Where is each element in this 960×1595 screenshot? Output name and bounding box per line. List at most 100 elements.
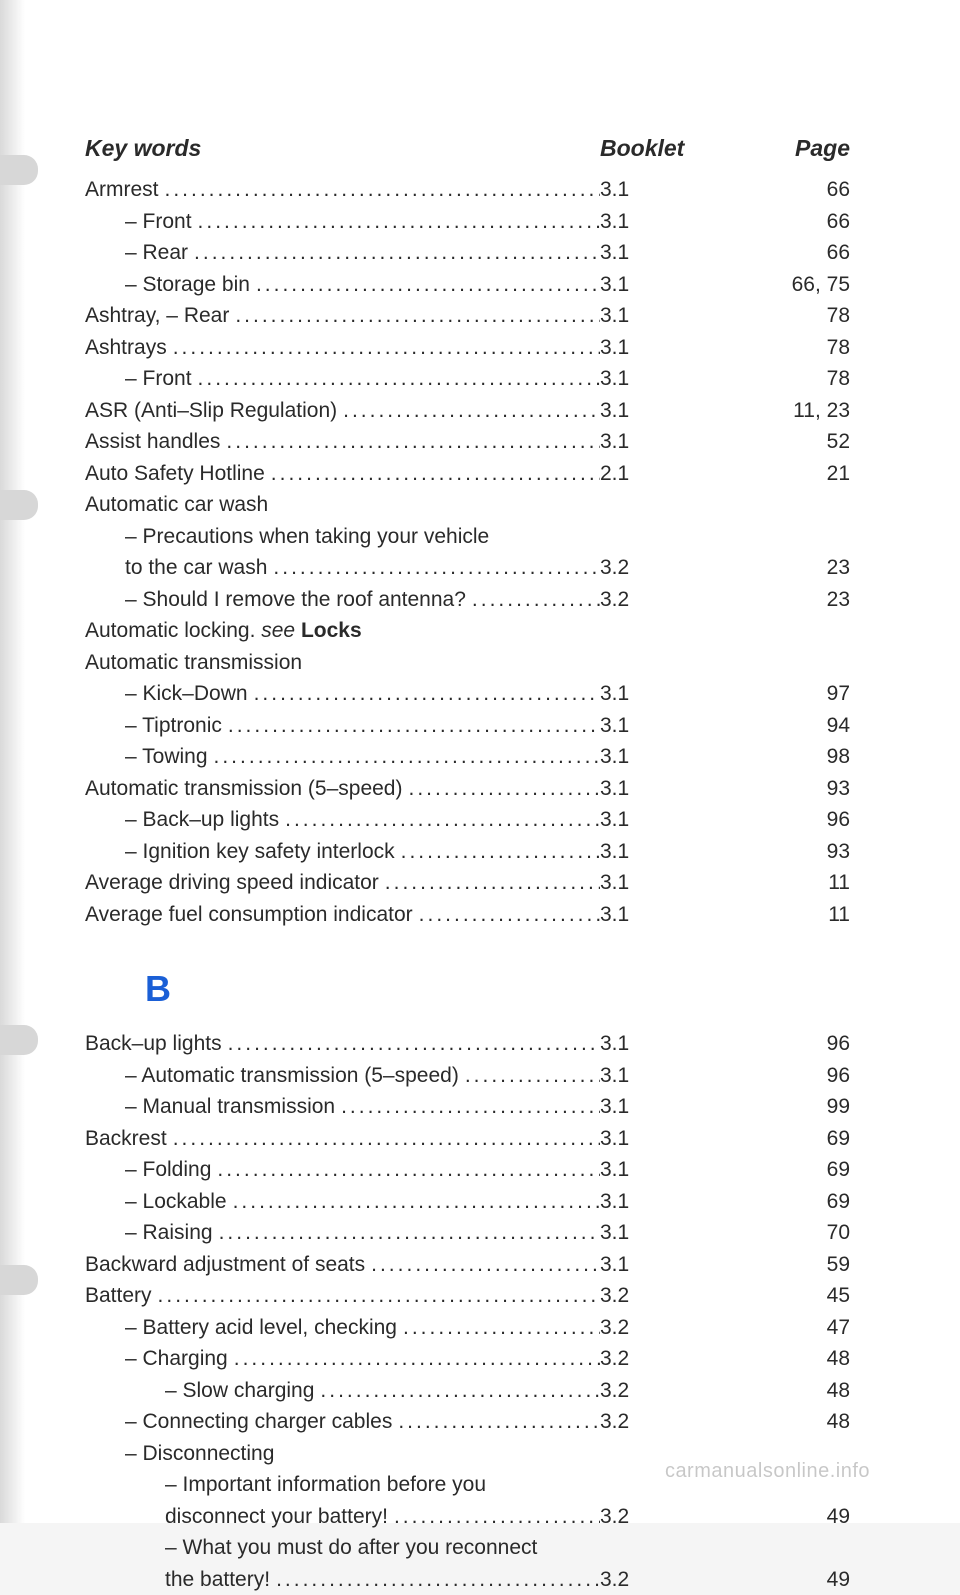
dot-leader — [388, 1501, 600, 1533]
entry-page: 66 — [730, 237, 850, 269]
dot-leader — [402, 773, 600, 805]
dot-leader — [466, 584, 600, 616]
entry-term: Ashtray, – Rear — [85, 300, 229, 332]
entry-page: 45 — [730, 1280, 850, 1312]
index-entry: Ashtrays3.178 — [85, 332, 850, 364]
entry-term: Auto Safety Hotline — [85, 458, 265, 490]
entry-booklet: 3.1 — [600, 678, 730, 710]
entry-page: 93 — [730, 773, 850, 805]
entry-term: Automatic transmission (5–speed) — [85, 773, 402, 805]
index-entry: to the car wash3.223 — [85, 552, 850, 584]
header-keywords: Key words — [85, 135, 600, 162]
dot-leader — [222, 1028, 600, 1060]
index-entry: – Kick–Down3.197 — [85, 678, 850, 710]
header-page: Page — [730, 135, 850, 162]
header-booklet: Booklet — [600, 135, 730, 162]
entry-page: 66, 75 — [730, 269, 850, 301]
entry-page: 47 — [730, 1312, 850, 1344]
index-entry: – Back–up lights 3.196 — [85, 804, 850, 836]
entry-page: 78 — [730, 300, 850, 332]
entry-page: 94 — [730, 710, 850, 742]
dot-leader — [188, 237, 600, 269]
index-entry: Ashtray, – Rear3.178 — [85, 300, 850, 332]
entry-term: Automatic locking. see Locks — [85, 615, 362, 647]
entry-page: 48 — [730, 1343, 850, 1375]
dot-leader — [337, 395, 600, 427]
index-list-a: Armrest3.166– Front3.166– Rear3.166– Sto… — [85, 174, 850, 930]
entry-booklet: 3.1 — [600, 773, 730, 805]
entry-term: – Back–up lights — [85, 804, 279, 836]
index-entry: – Manual transmission3.199 — [85, 1091, 850, 1123]
entry-booklet: 3.1 — [600, 426, 730, 458]
entry-booklet: 3.1 — [600, 395, 730, 427]
entry-booklet: 3.1 — [600, 710, 730, 742]
entry-page: 96 — [730, 804, 850, 836]
entry-page: 66 — [730, 206, 850, 238]
entry-term: – Charging — [85, 1343, 228, 1375]
thumb-tab — [0, 1265, 38, 1295]
index-entry: – Automatic transmission (5–speed)3.196 — [85, 1060, 850, 1092]
entry-term: – Disconnecting — [85, 1438, 274, 1470]
entry-term: disconnect your battery! — [85, 1501, 388, 1533]
entry-booklet: 3.1 — [600, 269, 730, 301]
entry-term: – Lockable — [85, 1186, 227, 1218]
entry-booklet: 3.1 — [600, 206, 730, 238]
entry-page: 96 — [730, 1060, 850, 1092]
entry-page: 97 — [730, 678, 850, 710]
index-page: Key words Booklet Page Armrest3.166– Fro… — [0, 0, 960, 1523]
entry-booklet: 3.1 — [600, 1028, 730, 1060]
dot-leader — [192, 206, 600, 238]
entry-term: Average driving speed indicator — [85, 867, 379, 899]
dot-leader — [392, 1406, 600, 1438]
entry-booklet: 3.2 — [600, 1564, 730, 1595]
entry-page: 98 — [730, 741, 850, 773]
entry-page: 48 — [730, 1406, 850, 1438]
index-entry: – Tiptronic3.194 — [85, 710, 850, 742]
index-entry: Auto Safety Hotline2.121 — [85, 458, 850, 490]
entry-term: Automatic car wash — [85, 489, 268, 521]
entry-booklet: 3.1 — [600, 899, 730, 931]
index-entry: Automatic car wash — [85, 489, 850, 521]
dot-leader — [250, 269, 600, 301]
thumb-tab — [0, 1025, 38, 1055]
index-entry: – Raising3.170 — [85, 1217, 850, 1249]
entry-page: 93 — [730, 836, 850, 868]
index-entry: Automatic locking. see Locks — [85, 615, 850, 647]
entry-booklet: 3.1 — [600, 1060, 730, 1092]
dot-leader — [279, 804, 600, 836]
entry-booklet: 3.1 — [600, 332, 730, 364]
dot-leader — [167, 1123, 600, 1155]
entry-term: – Important information before you — [85, 1469, 486, 1501]
entry-page: 66 — [730, 174, 850, 206]
thumb-tab — [0, 155, 38, 185]
entry-booklet: 3.2 — [600, 552, 730, 584]
index-entry: – Precautions when taking your vehicle — [85, 521, 850, 553]
entry-booklet: 3.2 — [600, 1280, 730, 1312]
entry-booklet: 3.1 — [600, 867, 730, 899]
dot-leader — [395, 836, 600, 868]
entry-term: to the car wash — [85, 552, 267, 584]
entry-booklet: 3.2 — [600, 1406, 730, 1438]
entry-booklet: 3.1 — [600, 174, 730, 206]
entry-booklet: 3.1 — [600, 363, 730, 395]
entry-booklet: 3.2 — [600, 1312, 730, 1344]
entry-term: Battery — [85, 1280, 152, 1312]
dot-leader — [265, 458, 600, 490]
entry-booklet: 3.1 — [600, 1186, 730, 1218]
entry-booklet: 3.2 — [600, 1343, 730, 1375]
dot-leader — [413, 899, 600, 931]
index-entry: – Front3.166 — [85, 206, 850, 238]
index-entry: Backward adjustment of seats3.159 — [85, 1249, 850, 1281]
entry-term: – Connecting charger cables — [85, 1406, 392, 1438]
dot-leader — [192, 363, 600, 395]
entry-page: 23 — [730, 584, 850, 616]
entry-term: – Precautions when taking your vehicle — [85, 521, 489, 553]
entry-booklet: 3.2 — [600, 1501, 730, 1533]
index-entry: Battery 3.245 — [85, 1280, 850, 1312]
entry-term: the battery! — [85, 1564, 270, 1595]
entry-booklet: 3.1 — [600, 1154, 730, 1186]
entry-booklet: 3.1 — [600, 804, 730, 836]
dot-leader — [222, 710, 600, 742]
entry-page: 78 — [730, 332, 850, 364]
watermark: carmanualsonline.info — [665, 1460, 870, 1483]
